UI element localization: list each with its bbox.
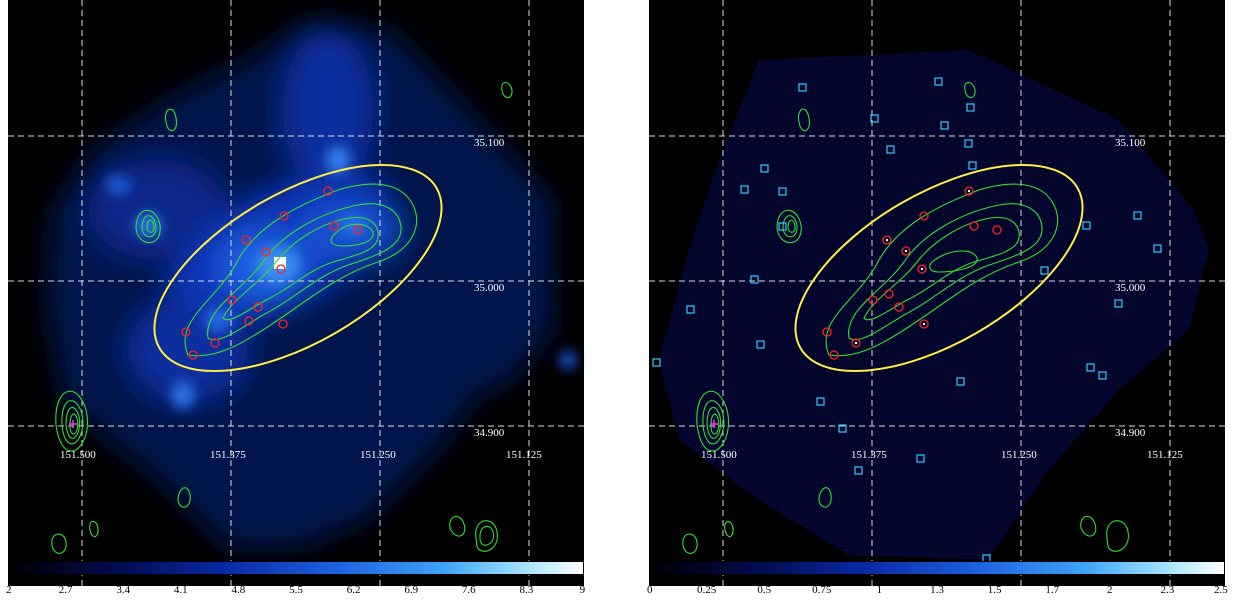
coordinate-labels: 35.100 35.000 34.900 151.500 151.375 151… bbox=[701, 137, 1183, 461]
colorbar-left-tick-7: 6.9 bbox=[404, 584, 419, 596]
catalog-source-boxes bbox=[652, 77, 1162, 563]
coordinate-labels: 35.100 35.000 34.900 151.500 151.375 151… bbox=[60, 137, 542, 461]
colorbar-right-tick-5: 1.3 bbox=[930, 584, 944, 596]
dec-label-2: 35.000 bbox=[1115, 282, 1146, 294]
colorbar-left-tick-10: 9 bbox=[579, 584, 586, 596]
dec-label-1: 35.100 bbox=[474, 137, 505, 149]
coordinate-grid bbox=[8, 0, 584, 586]
raw-counts-image-panel[interactable]: 35.100 35.000 34.900 151.500 151.375 151… bbox=[649, 0, 1225, 586]
ra-label-2: 151.375 bbox=[851, 449, 887, 461]
target-cross-marker bbox=[710, 420, 718, 428]
radio-contours bbox=[682, 81, 1129, 554]
colorbar-right-tick-1: 0.25 bbox=[696, 584, 717, 596]
ra-label-2: 151.375 bbox=[210, 449, 246, 461]
colorbar-right-tick-2: 0.5 bbox=[757, 584, 772, 596]
point-source-markers bbox=[181, 186, 363, 360]
diffuse-emission bbox=[46, 20, 553, 548]
smoothed-xray-image-panel[interactable]: 35.100 35.000 34.900 151.500 151.375 151… bbox=[8, 0, 584, 586]
smoothed-xray-image: 35.100 35.000 34.900 151.500 151.375 151… bbox=[8, 0, 584, 586]
dec-label-3: 34.900 bbox=[474, 427, 505, 439]
colorbar-right-tick-3: 0.75 bbox=[812, 584, 832, 596]
dec-label-1: 35.100 bbox=[1115, 137, 1146, 149]
dec-label-2: 35.000 bbox=[474, 282, 505, 294]
ra-label-1: 151.500 bbox=[701, 449, 737, 461]
colorbar-left-tick-3: 4.1 bbox=[173, 584, 188, 596]
colorbar-left-tick-0: 2 bbox=[6, 584, 12, 596]
colorbar-left-tick-4: 4.8 bbox=[231, 584, 246, 596]
exposure-footprint bbox=[659, 50, 1209, 560]
colorbar-left-tick-8: 7.6 bbox=[461, 584, 476, 596]
raw-counts-image: 35.100 35.000 34.900 151.500 151.375 151… bbox=[649, 0, 1225, 586]
colorbar-left-tick-9: 8.3 bbox=[519, 584, 534, 596]
colorbar-right-tick-9: 2.3 bbox=[1160, 584, 1175, 596]
colorbar-right-tick-10: 2.5 bbox=[1214, 584, 1228, 596]
colorbar-left bbox=[8, 561, 584, 575]
colorbar-left-tick-2: 3.4 bbox=[116, 584, 131, 596]
target-cross-marker bbox=[69, 420, 77, 428]
ra-label-4: 151.125 bbox=[1147, 449, 1183, 461]
radio-contours bbox=[51, 81, 513, 554]
extraction-ellipse bbox=[794, 163, 1084, 373]
colorbar-right-tick-4: 1 bbox=[876, 584, 883, 596]
colorbar-right-tick-6: 1.5 bbox=[987, 584, 1002, 596]
colorbar-left-tick-6: 6.2 bbox=[346, 584, 361, 596]
colorbar-right-tick-8: 2 bbox=[1107, 584, 1113, 596]
colorbar-left-tick-5: 5.5 bbox=[289, 584, 303, 596]
colorbar-right bbox=[649, 561, 1225, 575]
colorbar-right-tick-7: 1.7 bbox=[1045, 584, 1060, 596]
dec-label-3: 34.900 bbox=[1115, 427, 1146, 439]
colorbar-left-tick-1: 2.7 bbox=[58, 584, 73, 596]
coordinate-grid bbox=[649, 0, 1225, 586]
colorbar-right-tick-0: 0 bbox=[647, 584, 653, 596]
point-source-markers bbox=[822, 186, 1002, 360]
ra-label-4: 151.125 bbox=[506, 449, 542, 461]
extraction-ellipse bbox=[153, 163, 443, 373]
ra-label-1: 151.500 bbox=[60, 449, 96, 461]
ra-label-3: 151.250 bbox=[1001, 449, 1037, 461]
ra-label-3: 151.250 bbox=[360, 449, 396, 461]
